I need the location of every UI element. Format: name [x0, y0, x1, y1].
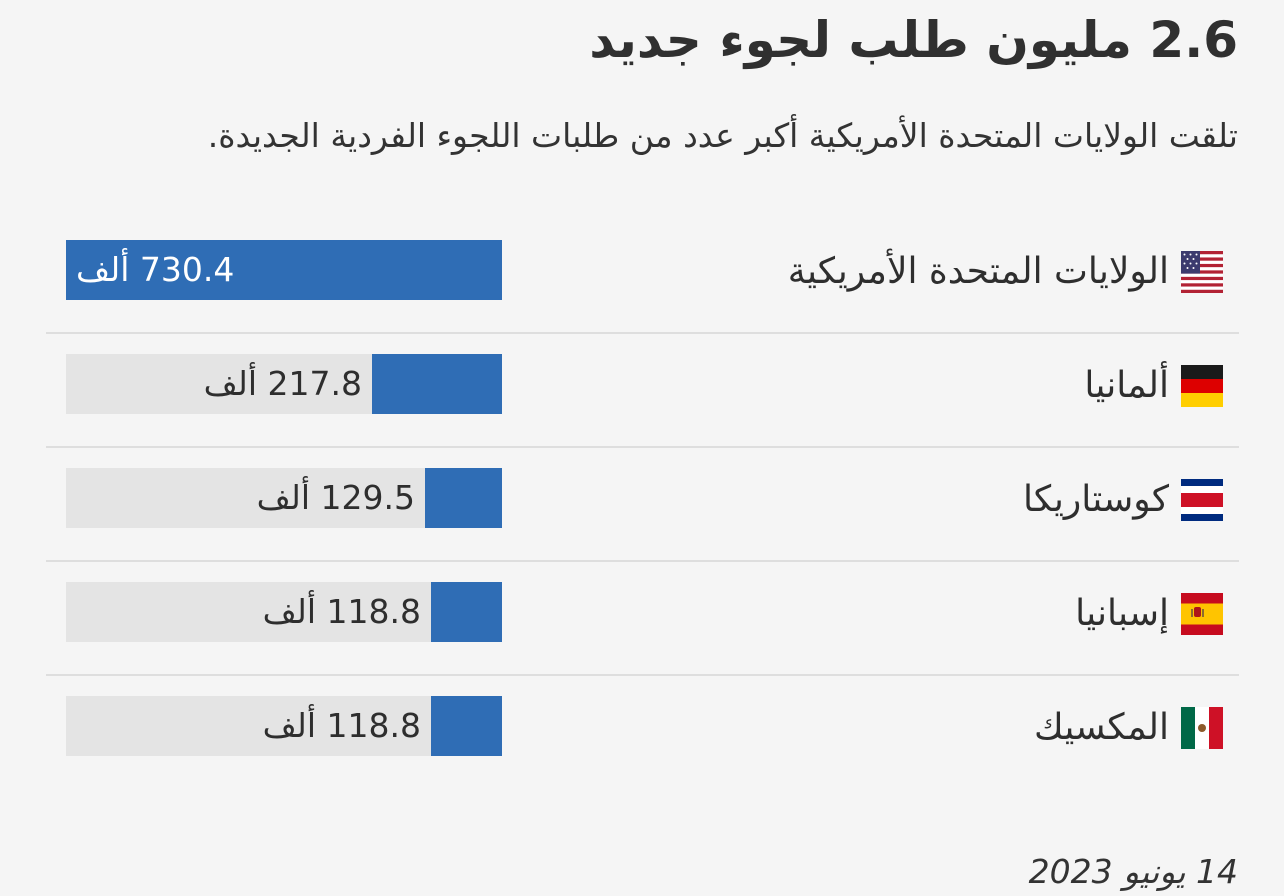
- bar: [66, 240, 502, 300]
- row-divider: [46, 674, 1239, 676]
- bar-row-spain: إسبانيا 118.8 ألف: [46, 562, 1239, 676]
- chart-title: 2.6 مليون طلب لجوء جديد: [589, 11, 1238, 69]
- spain-flag-icon: [1181, 593, 1223, 635]
- bar: [372, 354, 502, 414]
- row-divider: [46, 446, 1239, 448]
- bar-track: 129.5 ألف: [66, 468, 502, 528]
- country-label: كوستاريكا: [1023, 479, 1169, 520]
- bar-row-mexico: المكسيك 118.8 ألف: [46, 676, 1239, 790]
- bar-value-label: 217.8 ألف: [203, 364, 362, 403]
- country-label: المكسيك: [1034, 707, 1169, 748]
- bar-row-germany: ألمانيا 217.8 ألف: [46, 334, 1239, 448]
- bar: [431, 582, 502, 642]
- bar-row-usa: الولايات المتحدة الأمريكية 730.4 ألف: [46, 220, 1239, 334]
- bar-value-label: 730.4 ألف: [76, 250, 235, 289]
- bar-track: 217.8 ألف: [66, 354, 502, 414]
- bar-track: 730.4 ألف: [66, 240, 502, 300]
- chart-subtitle: تلقت الولايات المتحدة الأمريكية أكبر عدد…: [207, 116, 1238, 155]
- mexico-flag-icon: [1181, 707, 1223, 749]
- publish-date: 14 يونيو 2023: [1028, 852, 1238, 891]
- row-divider: [46, 560, 1239, 562]
- bar-track: 118.8 ألف: [66, 696, 502, 756]
- germany-flag-icon: [1181, 365, 1223, 407]
- bar-track: 118.8 ألف: [66, 582, 502, 642]
- bar: [425, 468, 502, 528]
- costa-rica-flag-icon: [1181, 479, 1223, 521]
- bar-value-label: 118.8 ألف: [262, 592, 421, 631]
- bar-value-label: 118.8 ألف: [262, 706, 421, 745]
- country-label: إسبانيا: [1075, 593, 1169, 634]
- row-divider: [46, 332, 1239, 334]
- bar-value-label: 129.5 ألف: [256, 478, 415, 517]
- bar-row-costa-rica: كوستاريكا 129.5 ألف: [46, 448, 1239, 562]
- country-label: الولايات المتحدة الأمريكية: [787, 251, 1169, 292]
- us-flag-icon: [1181, 251, 1223, 293]
- country-label: ألمانيا: [1084, 365, 1169, 406]
- bar: [431, 696, 502, 756]
